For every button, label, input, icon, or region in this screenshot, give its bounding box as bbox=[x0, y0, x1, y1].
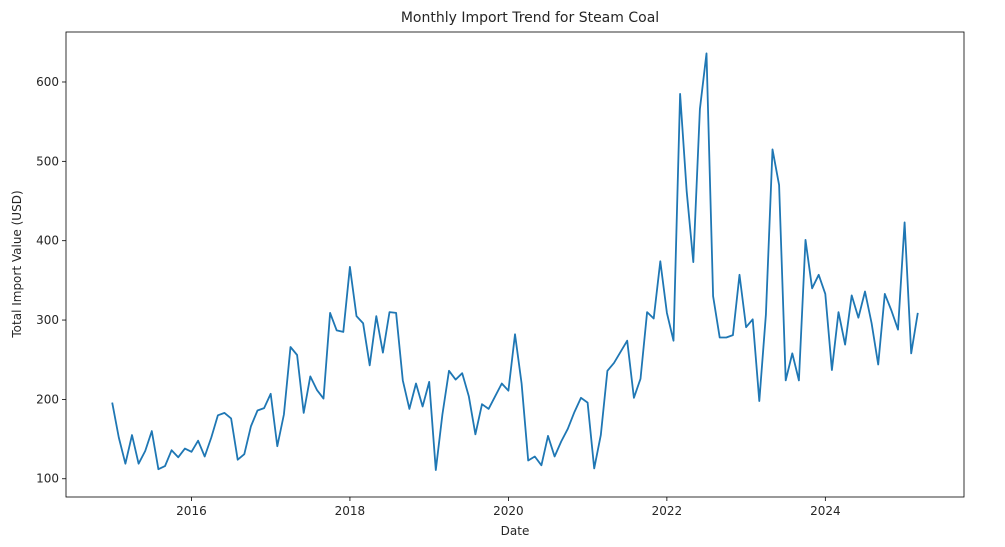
x-axis-label: Date bbox=[501, 524, 530, 538]
y-tick-label: 100 bbox=[36, 472, 59, 486]
x-axis: 2016 2018 2020 2022 2024 bbox=[176, 497, 841, 518]
x-tick-label: 2020 bbox=[493, 504, 524, 518]
y-tick-label: 300 bbox=[36, 313, 59, 327]
x-tick-label: 2024 bbox=[810, 504, 841, 518]
y-tick-label: 400 bbox=[36, 234, 59, 248]
chart-title: Monthly Import Trend for Steam Coal bbox=[401, 10, 659, 26]
plot-area: 2016 2018 2020 2022 2024 100 200 300 400 500 600 bbox=[36, 31, 965, 518]
series-line bbox=[111, 52, 919, 471]
x-tick-label: 2016 bbox=[176, 504, 207, 518]
y-tick-label: 200 bbox=[36, 392, 59, 406]
y-axis: 100 200 300 400 500 600 bbox=[36, 75, 66, 486]
y-tick-label: 600 bbox=[36, 75, 59, 89]
x-tick-label: 2018 bbox=[335, 504, 366, 518]
y-tick-label: 500 bbox=[36, 154, 59, 168]
x-tick-label: 2022 bbox=[652, 504, 683, 518]
y-axis-label: Total Import Value (USD) bbox=[10, 190, 24, 338]
plot-frame bbox=[65, 31, 965, 498]
